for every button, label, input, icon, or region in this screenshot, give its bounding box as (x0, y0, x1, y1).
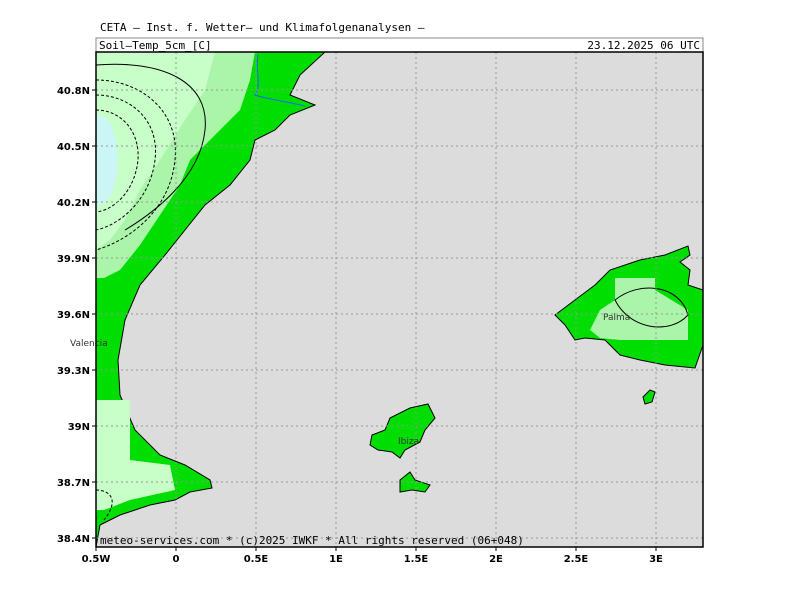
lat-tick-label: 39N (68, 422, 90, 433)
land-pale-south (96, 400, 175, 510)
lon-tick-label: 0.5W (82, 554, 111, 565)
lat-tick-label: 40.8N (57, 86, 90, 97)
institute: CETA — Inst. f. Wetter— und Klimafolgena… (100, 21, 425, 34)
lon-tick-label: 0 (173, 554, 180, 565)
lat-tick-label: 40.2N (57, 198, 90, 209)
lon-tick-label: 2E (489, 554, 503, 565)
place-label: Ibiza (398, 437, 419, 447)
graticule (95, 52, 703, 547)
map-frame (95, 51, 704, 548)
place-label: Valencia (70, 339, 108, 349)
lon-tick-label: 1E (329, 554, 343, 565)
ibiza (369, 403, 436, 459)
lon-tick-label: 1.5E (404, 554, 429, 565)
lat-tick-label: 39.3N (57, 366, 90, 377)
field-name: Soil—Temp_5cm_[C] (99, 39, 212, 52)
lat-tick-label: 39.6N (57, 310, 90, 321)
valid-time: 23.12.2025 06 UTC (587, 39, 700, 52)
mallorca-isotherm (614, 287, 689, 328)
river (254, 54, 306, 107)
isotherms (96, 79, 176, 521)
lat-tick-label: 39.9N (57, 254, 90, 265)
footer: meteo-services.com * (c)2025 IWKF * All … (100, 534, 524, 547)
cold-area (96, 115, 118, 205)
lat-tick-label: 38.4N (57, 534, 90, 545)
cabrera (642, 389, 656, 405)
lon-tick-label: 0.5E (244, 554, 269, 565)
map-area (96, 52, 703, 547)
isotherm-solid (96, 63, 206, 231)
formentera (399, 471, 431, 493)
lat-tick-label: 38.7N (57, 478, 90, 489)
lon-tick-label: 2.5E (564, 554, 589, 565)
place-label: Palma (603, 313, 630, 323)
lon-tick-label: 3E (649, 554, 663, 565)
lat-tick-label: 40.5N (57, 142, 90, 153)
mallorca-light (590, 278, 688, 340)
